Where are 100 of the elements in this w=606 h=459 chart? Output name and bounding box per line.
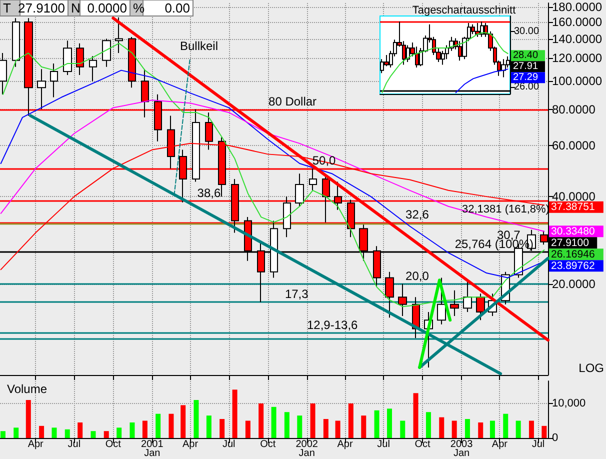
- annotation: 27.9100: [18, 0, 65, 16]
- candlestick: [283, 196, 291, 238]
- candlestick: [12, 18, 20, 68]
- candlestick: [501, 58, 506, 78]
- y-tick-label: 30.00: [514, 26, 540, 37]
- bar: [284, 412, 290, 438]
- ref-line-label: 38,6: [197, 186, 221, 200]
- annotation: %: [133, 0, 145, 16]
- x-tick-label: 2001 Jan: [141, 439, 164, 459]
- y-tick-label: 120.0000: [552, 51, 602, 66]
- bar: [516, 420, 521, 438]
- candlestick: [476, 293, 485, 321]
- bar: [528, 420, 534, 438]
- bar: [232, 390, 238, 438]
- bar: [400, 420, 406, 438]
- x-tick-label: Apr: [492, 439, 508, 450]
- candlestick: [385, 271, 394, 318]
- annotation: 12,9-13,6: [307, 318, 358, 332]
- bar: [104, 431, 109, 438]
- bar: [258, 403, 264, 438]
- y-tick-label: 180.0000: [552, 0, 602, 14]
- data-label: 37.38751: [551, 201, 595, 214]
- bar: [156, 414, 161, 438]
- bar: [374, 410, 380, 438]
- candlestick: [463, 280, 472, 312]
- bar: [130, 422, 135, 438]
- bar: [490, 420, 495, 438]
- bar: [0, 431, 6, 438]
- candlestick: [450, 290, 459, 316]
- y-tick-label: 40.0000: [552, 190, 596, 204]
- candlestick: [437, 277, 446, 325]
- candlestick: [89, 56, 97, 82]
- ref-line-label: 17,3: [284, 287, 309, 302]
- candlestick: [192, 108, 200, 182]
- candlestick: [398, 283, 407, 316]
- bar: [386, 408, 392, 438]
- bar: [180, 405, 186, 438]
- y-tick-label: 20.0000: [552, 276, 596, 291]
- bar: [503, 414, 508, 438]
- x-tick-label: Oct: [414, 439, 431, 450]
- bar: [64, 429, 70, 438]
- bar: [14, 428, 19, 438]
- bar: [335, 420, 340, 438]
- y-tick-label: 80.0000: [552, 102, 596, 116]
- bar: [116, 428, 122, 438]
- candlestick: [37, 68, 46, 110]
- candlestick: [295, 173, 304, 207]
- candlestick: [63, 40, 72, 76]
- x-tick-label: Oct: [260, 439, 276, 450]
- bar: [426, 412, 431, 438]
- bar: [464, 419, 470, 438]
- data-label: 26.16946: [551, 248, 595, 260]
- annotation: 32,1381 (161,8%): [462, 204, 550, 216]
- bar: [26, 400, 31, 438]
- data-label: 23.89762: [551, 260, 595, 272]
- bar: [323, 419, 328, 438]
- line-series: [455, 68, 508, 94]
- bar: [297, 416, 302, 438]
- bar: [78, 422, 83, 438]
- x-tick-label: Apr: [337, 439, 354, 450]
- bar: [271, 406, 276, 438]
- bar: [439, 417, 444, 438]
- annotation: N: [71, 0, 80, 16]
- y-tick-label: 100.0000: [552, 74, 602, 88]
- annotation: 0.00: [164, 0, 190, 16]
- text: 27.9100: [551, 236, 590, 249]
- x-tick-label: Apr: [182, 439, 199, 450]
- bar: [39, 426, 44, 438]
- bar: [478, 422, 484, 438]
- bar: [361, 416, 366, 438]
- bar: [194, 400, 199, 438]
- y-tick-label: 60.0000: [552, 138, 596, 152]
- bar: [52, 428, 57, 438]
- data-label: 30.33480: [551, 225, 595, 238]
- candlestick: [309, 168, 317, 191]
- candlestick: [128, 36, 136, 88]
- annotation: Bullkeil: [180, 39, 218, 53]
- bar: [90, 431, 96, 438]
- bar: [452, 420, 457, 438]
- ref-line-label: 20,0: [406, 268, 430, 283]
- ref-line-label: 32,6: [406, 207, 430, 222]
- annotation: T: [3, 0, 11, 16]
- ref-line-label: 80 Dollar: [268, 94, 317, 108]
- candlestick: [0, 52, 7, 95]
- bar: [413, 393, 418, 438]
- bar: [142, 420, 148, 438]
- data-label: 28.40: [513, 50, 538, 62]
- x-tick-label: 2003 Jan: [450, 439, 474, 459]
- x-tick-label: Apr: [28, 439, 44, 450]
- chart-title: Tageschartausschnitt: [412, 4, 516, 16]
- bar: [220, 419, 225, 438]
- bar: [245, 420, 250, 438]
- x-tick-label: 2002 Jan: [296, 439, 318, 459]
- bar: [168, 414, 174, 438]
- candlestick: [102, 38, 111, 68]
- bar: [310, 403, 316, 438]
- annotation: 27.91: [513, 61, 538, 72]
- candlestick: [76, 42, 84, 76]
- bar: [542, 426, 547, 438]
- bar: [348, 403, 354, 438]
